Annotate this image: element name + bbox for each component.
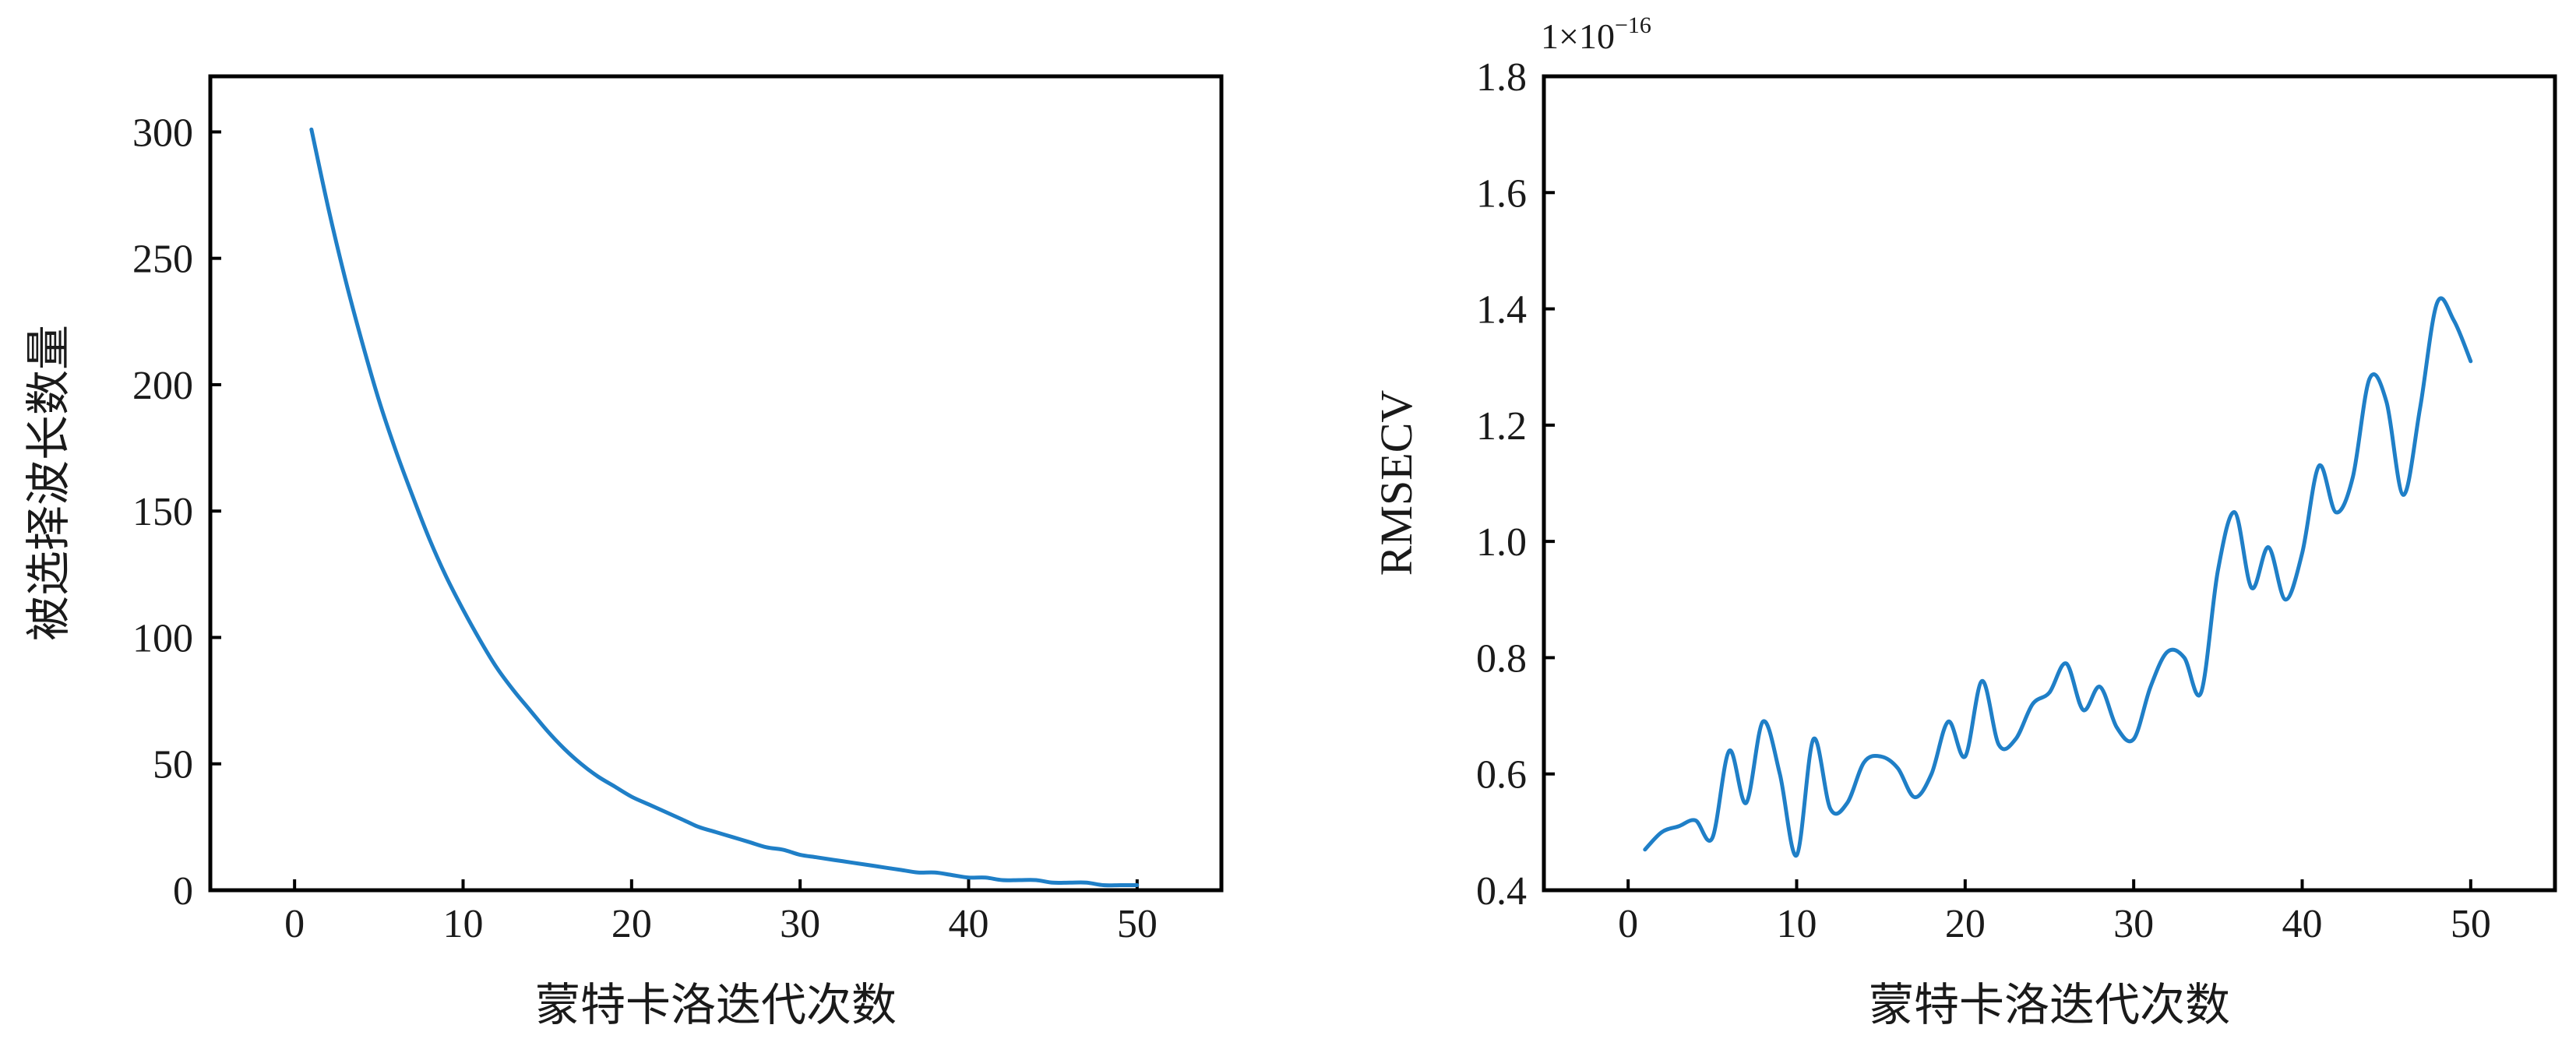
chart-left-xtick-label: 40 xyxy=(949,902,989,946)
chart-left-ytick-label: 200 xyxy=(132,364,193,408)
chart-left-ytick-label: 250 xyxy=(132,238,193,282)
chart-right-ytick-label: 1.0 xyxy=(1476,520,1527,565)
chart-right-xtick-label: 20 xyxy=(1945,902,1986,946)
chart-right-y-multiplier-exp: −16 xyxy=(1615,12,1651,38)
chart-left-ytick-label: 150 xyxy=(132,490,193,534)
chart-right-xtick-label: 50 xyxy=(2451,902,2491,946)
chart-right-xtick-label: 30 xyxy=(2113,902,2154,946)
chart-right-ylabel: RMSECV xyxy=(1371,390,1422,576)
chart-left-xlabel: 蒙特卡洛迭代次数 xyxy=(535,980,897,1030)
chart-right-ytick-label: 1.6 xyxy=(1476,171,1527,216)
chart-right-ytick-label: 1.8 xyxy=(1476,55,1527,100)
chart-right-xtick-label: 10 xyxy=(1777,902,1817,946)
chart-right-ytick-label: 1.4 xyxy=(1476,288,1527,333)
chart-left-ytick-label: 0 xyxy=(173,869,193,914)
chart-left-series-line xyxy=(309,127,1140,888)
chart-right-ytick-label: 1.2 xyxy=(1476,404,1527,449)
chart-right-y-multiplier: 1×10−16 xyxy=(1541,12,1651,56)
chart-left-wavelength-count: 0 10 20 30 40 50 0 50 100 150 200 250 300 蒙特卡洛迭代次数 被… xyxy=(23,74,1224,1030)
chart-left-xtick-label: 50 xyxy=(1117,902,1158,946)
chart-left-xtick-label: 30 xyxy=(780,902,820,946)
chart-left-ylabel: 被选择波长数量 xyxy=(23,325,74,641)
chart-right-plot-frame xyxy=(1542,74,2557,893)
chart-left-xtick-label: 20 xyxy=(611,902,652,946)
chart-left-ytick-label: 100 xyxy=(132,616,193,660)
chart-left-ytick-label: 50 xyxy=(153,743,193,787)
chart-right-rmsecv: 0 10 20 30 40 50 0.4 0.6 0.8 1.0 1.2 1.4 1.6 1.8 蒙特卡洛… xyxy=(1371,12,2557,1030)
chart-right-xtick-label: 40 xyxy=(2282,902,2323,946)
chart-left-xtick-label: 10 xyxy=(443,902,484,946)
chart-left-ytick-label: 300 xyxy=(132,111,193,155)
chart-right-xlabel: 蒙特卡洛迭代次数 xyxy=(1869,980,2230,1030)
chart-right-ytick-label: 0.6 xyxy=(1476,753,1527,798)
chart-left-plot-frame xyxy=(208,74,1224,893)
chart-right-series-line xyxy=(1643,296,2473,858)
chart-left-xtick-label: 0 xyxy=(284,902,305,946)
chart-right-xtick-label: 0 xyxy=(1618,902,1638,946)
chart-left-marks: 0 10 20 30 40 50 0 50 100 150 200 250 300 xyxy=(132,111,1158,946)
chart-right-marks: 0 10 20 30 40 50 0.4 0.6 0.8 1.0 1.2 1.4 1.6 1.8 xyxy=(1476,55,2491,946)
chart-right-ytick-label: 0.4 xyxy=(1476,869,1527,914)
chart-right-ytick-label: 0.8 xyxy=(1476,636,1527,681)
chart-right-y-multiplier-base: 1×10 xyxy=(1541,16,1615,56)
